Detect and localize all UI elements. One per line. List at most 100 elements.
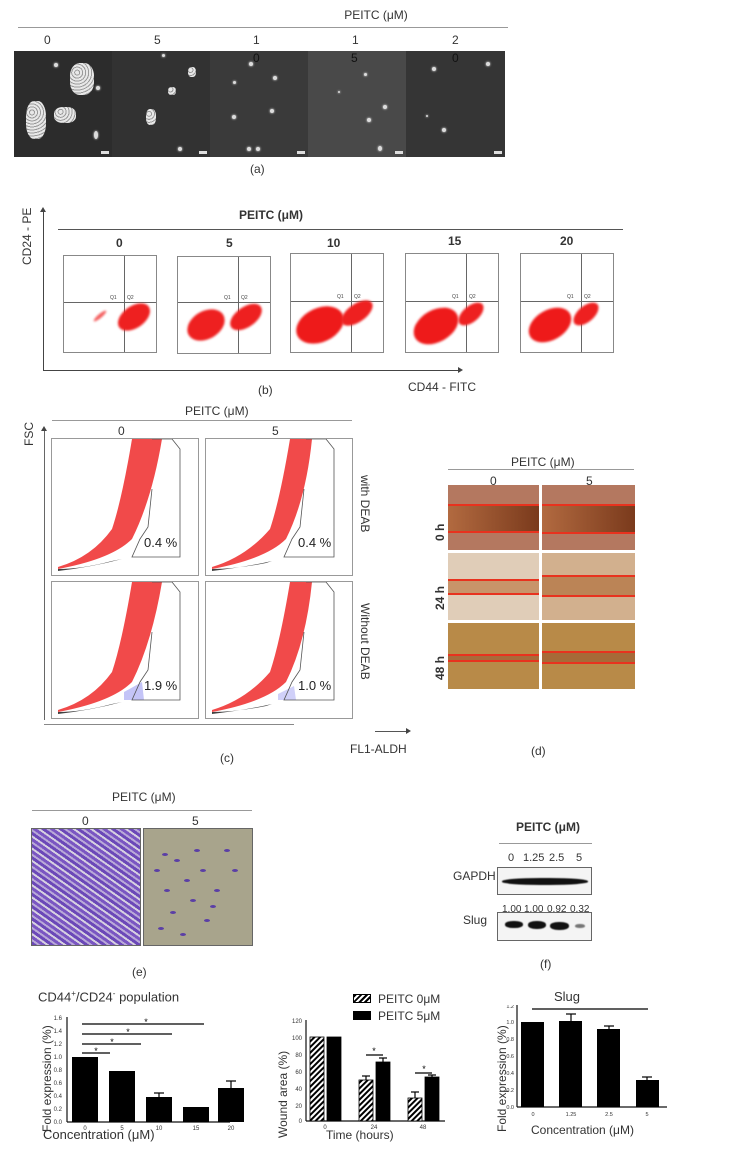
aldh-plot-0-with-deab: 0.4 %: [51, 438, 199, 576]
wound-24h-5: [542, 553, 635, 620]
transwell-image-5: [143, 828, 253, 946]
svg-text:1.25: 1.25: [566, 1112, 577, 1118]
chart-3-xlabel: Concentration (μM): [531, 1123, 634, 1137]
panel-b-col-0: 0: [116, 236, 123, 250]
panel-c-row-with-deab: with DEAB: [358, 475, 372, 533]
blot-label-slug: Slug: [463, 913, 488, 927]
wound-48h-5: [542, 623, 635, 689]
svg-text:0.4: 0.4: [54, 1094, 63, 1100]
chart-2-plot: 0 20 40 60 80 100 120 * *: [292, 1019, 445, 1131]
micrograph-5: [112, 51, 210, 157]
panel-f-letter: (f): [540, 957, 552, 971]
micrograph-10: 0: [210, 51, 308, 157]
flow-plot-10: Q1 Q2: [290, 253, 384, 353]
slug-value-0: 1.00: [502, 904, 522, 915]
panel-b-letter: (b): [258, 383, 273, 397]
aldh-plot-5-without-deab: 1.0 %: [205, 581, 353, 719]
panel-c-letter: (c): [220, 751, 234, 765]
svg-text:0.8: 0.8: [54, 1068, 63, 1074]
svg-text:1.2: 1.2: [506, 1005, 514, 1010]
panel-c-x-axis-label: FL1-ALDH: [350, 742, 407, 756]
flow-plot-15: Q1 Q2: [405, 253, 499, 353]
lane-5: 5: [576, 852, 583, 864]
svg-text:0.6: 0.6: [506, 1054, 514, 1060]
panel-d-col-5: 5: [586, 474, 593, 488]
svg-text:24: 24: [371, 1125, 378, 1131]
panel-d-row-48h: 48 h: [433, 655, 447, 680]
panel-d-col-0: 0: [490, 474, 497, 488]
chart-1-title: CD44+/CD24- population: [38, 989, 180, 1005]
wound-24h-0: [448, 553, 539, 620]
svg-text:*: *: [126, 1027, 130, 1037]
lane-1.25: 1.25: [523, 852, 545, 864]
svg-text:0.6: 0.6: [54, 1081, 63, 1087]
panel-c-col-0: 0: [118, 424, 125, 438]
svg-text:*: *: [94, 1046, 98, 1056]
svg-text:5: 5: [645, 1112, 648, 1118]
svg-text:120: 120: [292, 1019, 303, 1025]
lane-0: 0: [508, 852, 515, 864]
blot-gapdh: [497, 867, 592, 895]
panel-a-col-15-bottom: 5: [351, 51, 358, 65]
aldh-percent: 1.9 %: [144, 678, 178, 693]
slug-value-2: 0.92: [547, 904, 567, 915]
slug-value-3: 0.32: [570, 904, 590, 915]
aldh-plot-0-without-deab: 1.9 %: [51, 581, 199, 719]
micrograph-15: 5: [308, 51, 406, 157]
panel-a-col-20-top: 2: [452, 33, 459, 47]
svg-text:0: 0: [531, 1112, 534, 1118]
panel-e-header: PEITC (μM): [112, 790, 176, 804]
svg-text:2.5: 2.5: [605, 1112, 613, 1118]
svg-text:20: 20: [295, 1104, 302, 1110]
svg-text:0: 0: [83, 1126, 87, 1132]
chart-3-plot: 0.0 0.2 0.4 0.6 0.8 1.0 1.2 * 0 1.25 2.5 5: [506, 1005, 667, 1118]
svg-text:0: 0: [323, 1125, 327, 1131]
blot-slug: [497, 912, 592, 941]
svg-text:*: *: [588, 1005, 592, 1010]
panel-d-letter: (d): [531, 744, 546, 758]
panel-b-col-20: 20: [560, 234, 574, 248]
aldh-percent: 0.4 %: [298, 535, 332, 550]
svg-text:0.8: 0.8: [506, 1037, 514, 1043]
svg-text:0.0: 0.0: [54, 1120, 63, 1126]
svg-text:*: *: [422, 1064, 426, 1074]
panel-b-col-10: 10: [327, 236, 341, 250]
aldh-plot-5-with-deab: 0.4 %: [205, 438, 353, 576]
svg-text:*: *: [144, 1017, 148, 1027]
svg-text:1.0: 1.0: [54, 1055, 63, 1061]
svg-text:0.2: 0.2: [54, 1107, 63, 1113]
panel-a-col-15-top: 1: [352, 33, 359, 47]
panel-f-header: PEITC (μM): [516, 820, 581, 834]
panel-a-col-10-bottom: 0: [253, 51, 260, 65]
panel-d-row-24h: 24 h: [433, 585, 447, 610]
svg-text:40: 40: [295, 1087, 302, 1093]
svg-text:0.2: 0.2: [506, 1088, 514, 1094]
legend-swatch-hatched: [353, 994, 371, 1003]
slug-value-1: 1.00: [524, 904, 544, 915]
panel-c-col-5: 5: [272, 424, 279, 438]
svg-text:1.4: 1.4: [54, 1029, 63, 1035]
panel-a-col-20-bottom: 0: [452, 51, 459, 65]
panel-d-header: PEITC (μM): [511, 455, 575, 469]
chart-1-plot: 0.0 0.2 0.4 0.6 0.8 1.0 1.2 1.4 1.6: [54, 1016, 244, 1132]
legend-label-0um: PEITC 0μM: [378, 992, 441, 1006]
svg-text:15: 15: [193, 1126, 200, 1132]
panel-a-col-0: 0: [44, 33, 51, 47]
svg-text:0.0: 0.0: [506, 1105, 514, 1111]
legend-swatch-solid: [353, 1011, 371, 1020]
svg-text:0.4: 0.4: [506, 1071, 514, 1077]
blot-label-gapdh: GAPDH: [453, 869, 496, 883]
svg-text:1.0: 1.0: [506, 1020, 514, 1026]
svg-text:60: 60: [295, 1070, 302, 1076]
aldh-percent: 1.0 %: [298, 678, 332, 693]
panel-c-row-without-deab: Without DEAB: [358, 603, 372, 680]
panel-e-col-5: 5: [192, 814, 199, 828]
svg-text:10: 10: [156, 1126, 163, 1132]
svg-text:*: *: [110, 1037, 114, 1047]
panel-b-col-15: 15: [448, 234, 462, 248]
svg-text:20: 20: [228, 1126, 235, 1132]
svg-text:0: 0: [299, 1119, 303, 1125]
flow-plot-5: Q1 Q2: [177, 256, 271, 354]
panel-e-letter: (e): [132, 965, 147, 979]
flow-plot-0: Q1 Q2: [63, 255, 157, 353]
